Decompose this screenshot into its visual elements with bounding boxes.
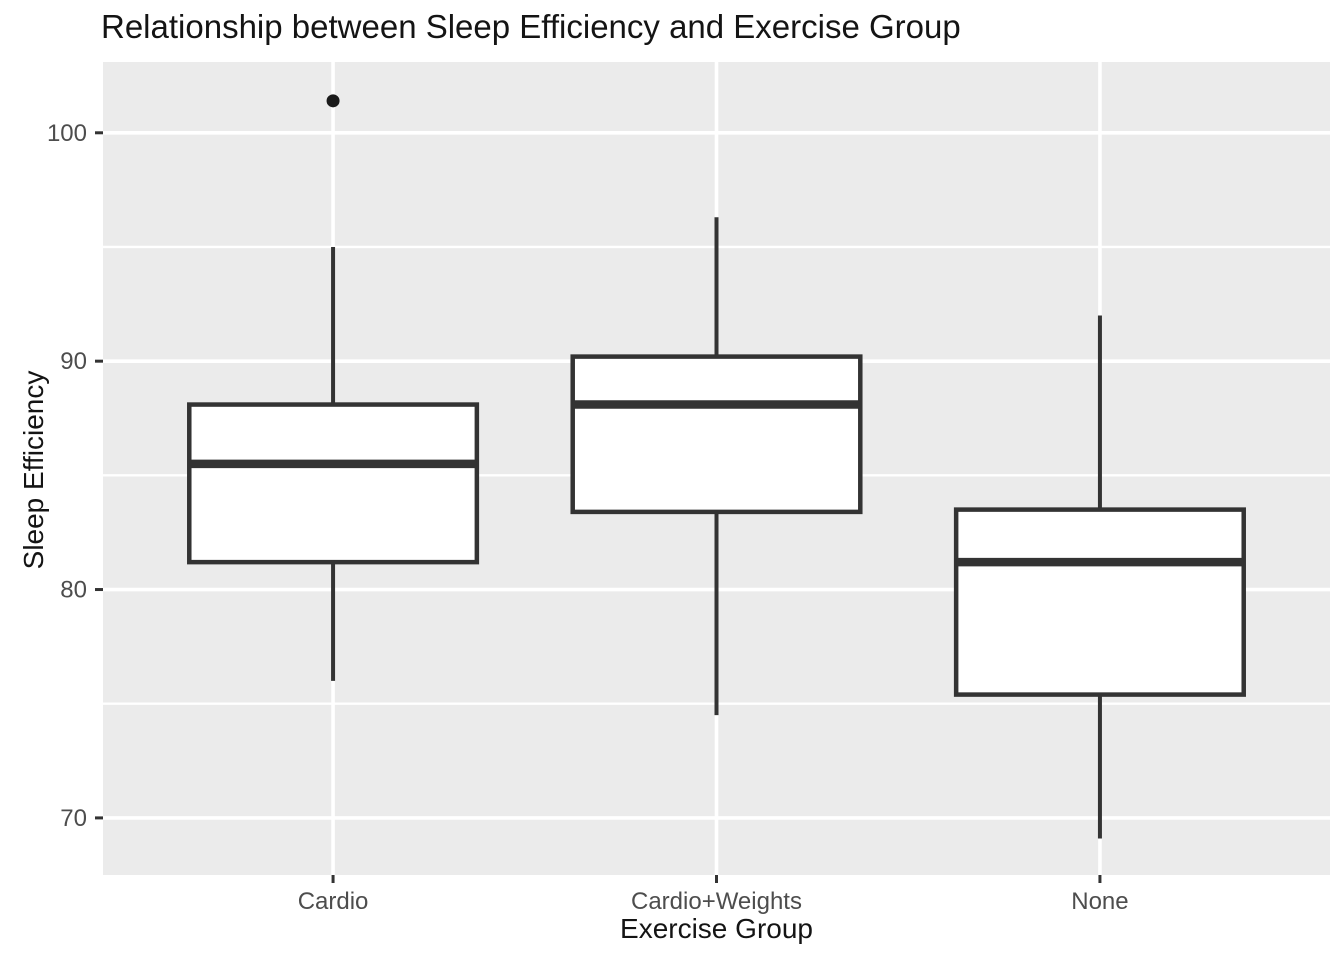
- x-tick-label-cardio: Cardio: [298, 888, 369, 915]
- y-axis-title: Sleep Efficiency: [18, 370, 49, 570]
- y-tick-label-90: 90: [60, 348, 87, 375]
- box-cardio-weights: [570, 354, 863, 515]
- y-tick-label-100: 100: [47, 120, 87, 147]
- x-axis-title: Exercise Group: [620, 913, 813, 944]
- outlier-point-cardio: [326, 94, 340, 108]
- box-cardio: [187, 402, 480, 565]
- chart-title: Relationship between Sleep Efficiency an…: [101, 8, 961, 45]
- y-tick-label-70: 70: [60, 805, 87, 832]
- x-tick-label-cardio-weights: Cardio+Weights: [631, 888, 802, 915]
- box-none: [953, 507, 1246, 697]
- x-tick-label-none: None: [1071, 888, 1128, 915]
- y-tick-label-80: 80: [60, 577, 87, 604]
